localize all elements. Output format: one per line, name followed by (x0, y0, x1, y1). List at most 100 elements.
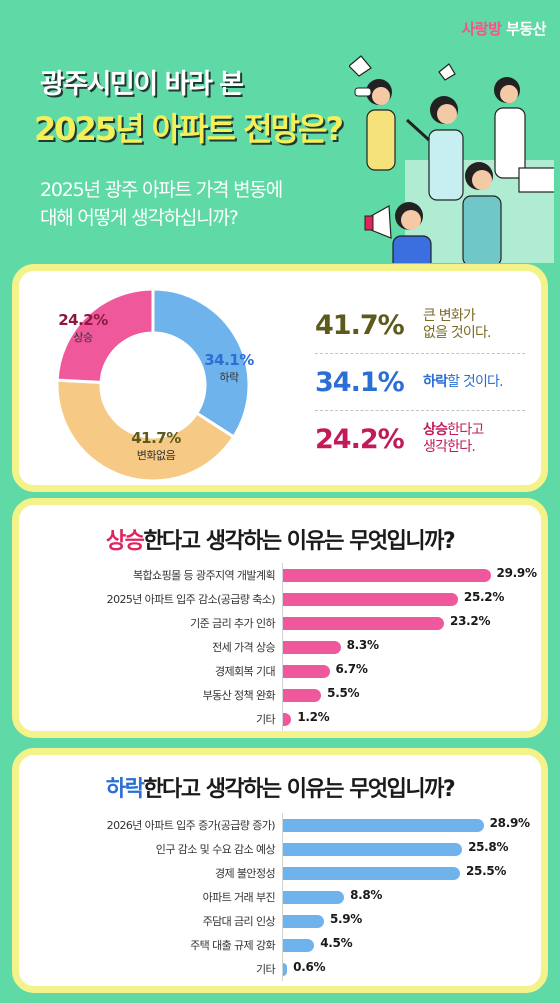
survey-question-line1: 2025년 광주 아파트 가격 변동에 (40, 179, 283, 201)
donut-svg (55, 287, 251, 483)
fall-bar-category-label: 주택 대출 규제 강화 (190, 939, 275, 952)
rise-bar-category-label: 경제회복 기대 (214, 665, 276, 678)
fall-bar-row: 아파트 거래 부진 8.8% (19, 885, 541, 909)
page-title-line1: 광주시민이 바라 본 (40, 69, 244, 100)
rise-bar-category-label: 기준 금리 추가 인하 (190, 617, 275, 630)
donut-slice-nochange (55, 378, 236, 483)
fall-bar-row: 기타 0.6% (19, 957, 541, 981)
slice-fall-percent: 34.1% (204, 351, 254, 369)
rise-bar-category-label: 복합쇼핑몰 등 광주지역 개발계획 (133, 569, 276, 582)
fall-bar-category-label: 주담대 금리 인상 (202, 915, 276, 928)
fall-reasons-title-bold: 하락 (105, 777, 145, 802)
slice-fall-name: 하락 (219, 371, 239, 384)
rise-bar-category-label: 2025년 아파트 입주 감소(공급량 축소) (106, 593, 276, 606)
rise-bar (283, 569, 491, 582)
page-title-line2: 2025년 아파트 전망은? (34, 110, 344, 148)
fall-reasons-title-rest: 한다고 생각하는 이유는 무엇입니까? (143, 777, 455, 802)
rise-reasons-card: 상승한다고 생각하는 이유는 무엇입니까? 복합쇼핑몰 등 광주지역 개발계획 2… (12, 498, 548, 738)
summary-desc-nochange-line1: 큰 변화가 (423, 308, 476, 324)
slice-rise-percent: 24.2% (58, 311, 108, 329)
fall-bar (283, 819, 484, 832)
brand-logo: 사랑방 부동산 (461, 18, 546, 39)
slice-nochange-percent: 41.7% (131, 429, 181, 447)
rise-bar-value-label: 29.9% (496, 566, 537, 580)
rise-reasons-title: 상승한다고 생각하는 이유는 무엇입니까? (19, 523, 541, 555)
rise-bar-chart: 복합쇼핑몰 등 광주지역 개발계획 29.9% 2025년 아파트 입주 감소(공급… (19, 563, 541, 731)
slice-rise-name: 상승 (73, 331, 93, 344)
rise-bar (283, 617, 445, 630)
rise-bar (283, 713, 292, 726)
rise-bar-row: 2025년 아파트 입주 감소(공급량 축소) 25.2% (19, 587, 541, 611)
slice-label-fall: 34.1% 하락 (193, 351, 265, 385)
summary-list: 41.7% 큰 변화가 없을 것이다. 34.1% 하락할 것이다. 24.2%… (315, 297, 525, 467)
summary-desc-rise-bold: 상승 (423, 422, 448, 438)
fall-bar-category-label: 2026년 아파트 입주 증가(공급량 증가) (106, 819, 276, 832)
rise-bar-row: 경제회복 기대 6.7% (19, 659, 541, 683)
survey-question-line2: 대해 어떻게 생각하십니까? (40, 207, 239, 229)
rise-bar-category-label: 부동산 정책 완화 (202, 689, 276, 702)
survey-question: 2025년 광주 아파트 가격 변동에 대해 어떻게 생각하십니까? (40, 176, 360, 232)
fall-bar-row: 주택 대출 규제 강화 4.5% (19, 933, 541, 957)
rise-bar (283, 689, 322, 702)
donut-chart: 34.1% 하락 41.7% 변화없음 24.2% 상승 (53, 285, 254, 485)
fall-bar-category-label: 기타 (255, 963, 276, 976)
fall-bar-row: 인구 감소 및 수요 감소 예상 25.8% (19, 837, 541, 861)
brand-name: 사랑방 (461, 20, 502, 38)
summary-desc-nochange-line2: 없을 것이다. (423, 325, 491, 341)
summary-percent-nochange: 41.7% (315, 309, 405, 341)
rise-bar-category-label: 기타 (255, 713, 276, 726)
rise-bar (283, 593, 458, 606)
fall-bar-category-label: 아파트 거래 부진 (202, 891, 276, 904)
summary-desc-rise: 상승한다고 생각한다. (423, 422, 484, 456)
fall-bar (283, 915, 324, 928)
fall-axis-line (282, 813, 283, 981)
fall-bar-value-label: 8.8% (350, 888, 383, 902)
fall-bar-value-label: 25.8% (468, 840, 509, 854)
fall-bar-value-label: 0.6% (293, 960, 326, 974)
rise-bar-value-label: 6.7% (335, 662, 368, 676)
fall-bar-value-label: 5.9% (329, 912, 363, 926)
rise-bar-value-label: 8.3% (346, 638, 379, 652)
rise-bar-row: 부동산 정책 완화 5.5% (19, 683, 541, 707)
rise-reasons-title-bold: 상승 (105, 529, 145, 554)
donut-slice-fall (151, 287, 251, 440)
slice-label-nochange: 41.7% 변화없음 (111, 429, 201, 463)
fall-bar (283, 939, 315, 952)
fall-bar-value-label: 28.9% (489, 816, 530, 830)
summary-percent-fall: 34.1% (315, 366, 405, 398)
rise-bar (283, 641, 341, 654)
fall-bar-value-label: 4.5% (320, 936, 353, 950)
fall-bar-row: 경제 불안정성 25.5% (19, 861, 541, 885)
rise-reasons-title-rest: 한다고 생각하는 이유는 무엇입니까? (143, 529, 455, 554)
rise-bar (283, 665, 330, 678)
summary-desc-rise-line2: 생각한다. (423, 439, 476, 455)
fall-reasons-card: 하락한다고 생각하는 이유는 무엇입니까? 2026년 아파트 입주 증가(공급… (12, 748, 548, 993)
slice-nochange-name: 변화없음 (136, 449, 176, 462)
summary-row-rise: 24.2% 상승한다고 생각한다. (315, 411, 525, 467)
rise-bar-value-label: 1.2% (297, 710, 330, 724)
people-illustration (349, 55, 554, 263)
fall-bar (283, 867, 460, 880)
rise-bar-value-label: 25.2% (463, 590, 505, 604)
fall-bar (283, 891, 345, 904)
summary-percent-rise: 24.2% (315, 423, 405, 455)
rise-bar-row: 전세 가격 상승 8.3% (19, 635, 541, 659)
fall-bar-row: 주담대 금리 인상 5.9% (19, 909, 541, 933)
brand-suffix: 부동산 (501, 20, 546, 38)
rise-bar-category-label: 전세 가격 상승 (212, 641, 276, 654)
fall-bar (283, 843, 463, 856)
rise-bar-row: 기준 금리 추가 인하 23.2% (19, 611, 541, 635)
donut-slice-rise (55, 287, 155, 384)
rise-axis-line (282, 563, 283, 731)
fall-bar-row: 2026년 아파트 입주 증가(공급량 증가) 28.9% (19, 813, 541, 837)
summary-row-fall: 34.1% 하락할 것이다. (315, 354, 525, 411)
rise-bar-row: 기타 1.2% (19, 707, 541, 731)
summary-desc-nochange: 큰 변화가 없을 것이다. (423, 308, 491, 342)
fall-bar-category-label: 경제 불안정성 (214, 867, 276, 880)
fall-bar (283, 963, 288, 976)
rise-bar-value-label: 23.2% (450, 614, 491, 628)
fall-bar-chart: 2026년 아파트 입주 증가(공급량 증가) 28.9% 인구 감소 및 수요 감… (19, 813, 541, 981)
summary-row-nochange: 41.7% 큰 변화가 없을 것이다. (315, 297, 525, 354)
summary-desc-fall-rest: 할 것이다. (447, 373, 503, 390)
